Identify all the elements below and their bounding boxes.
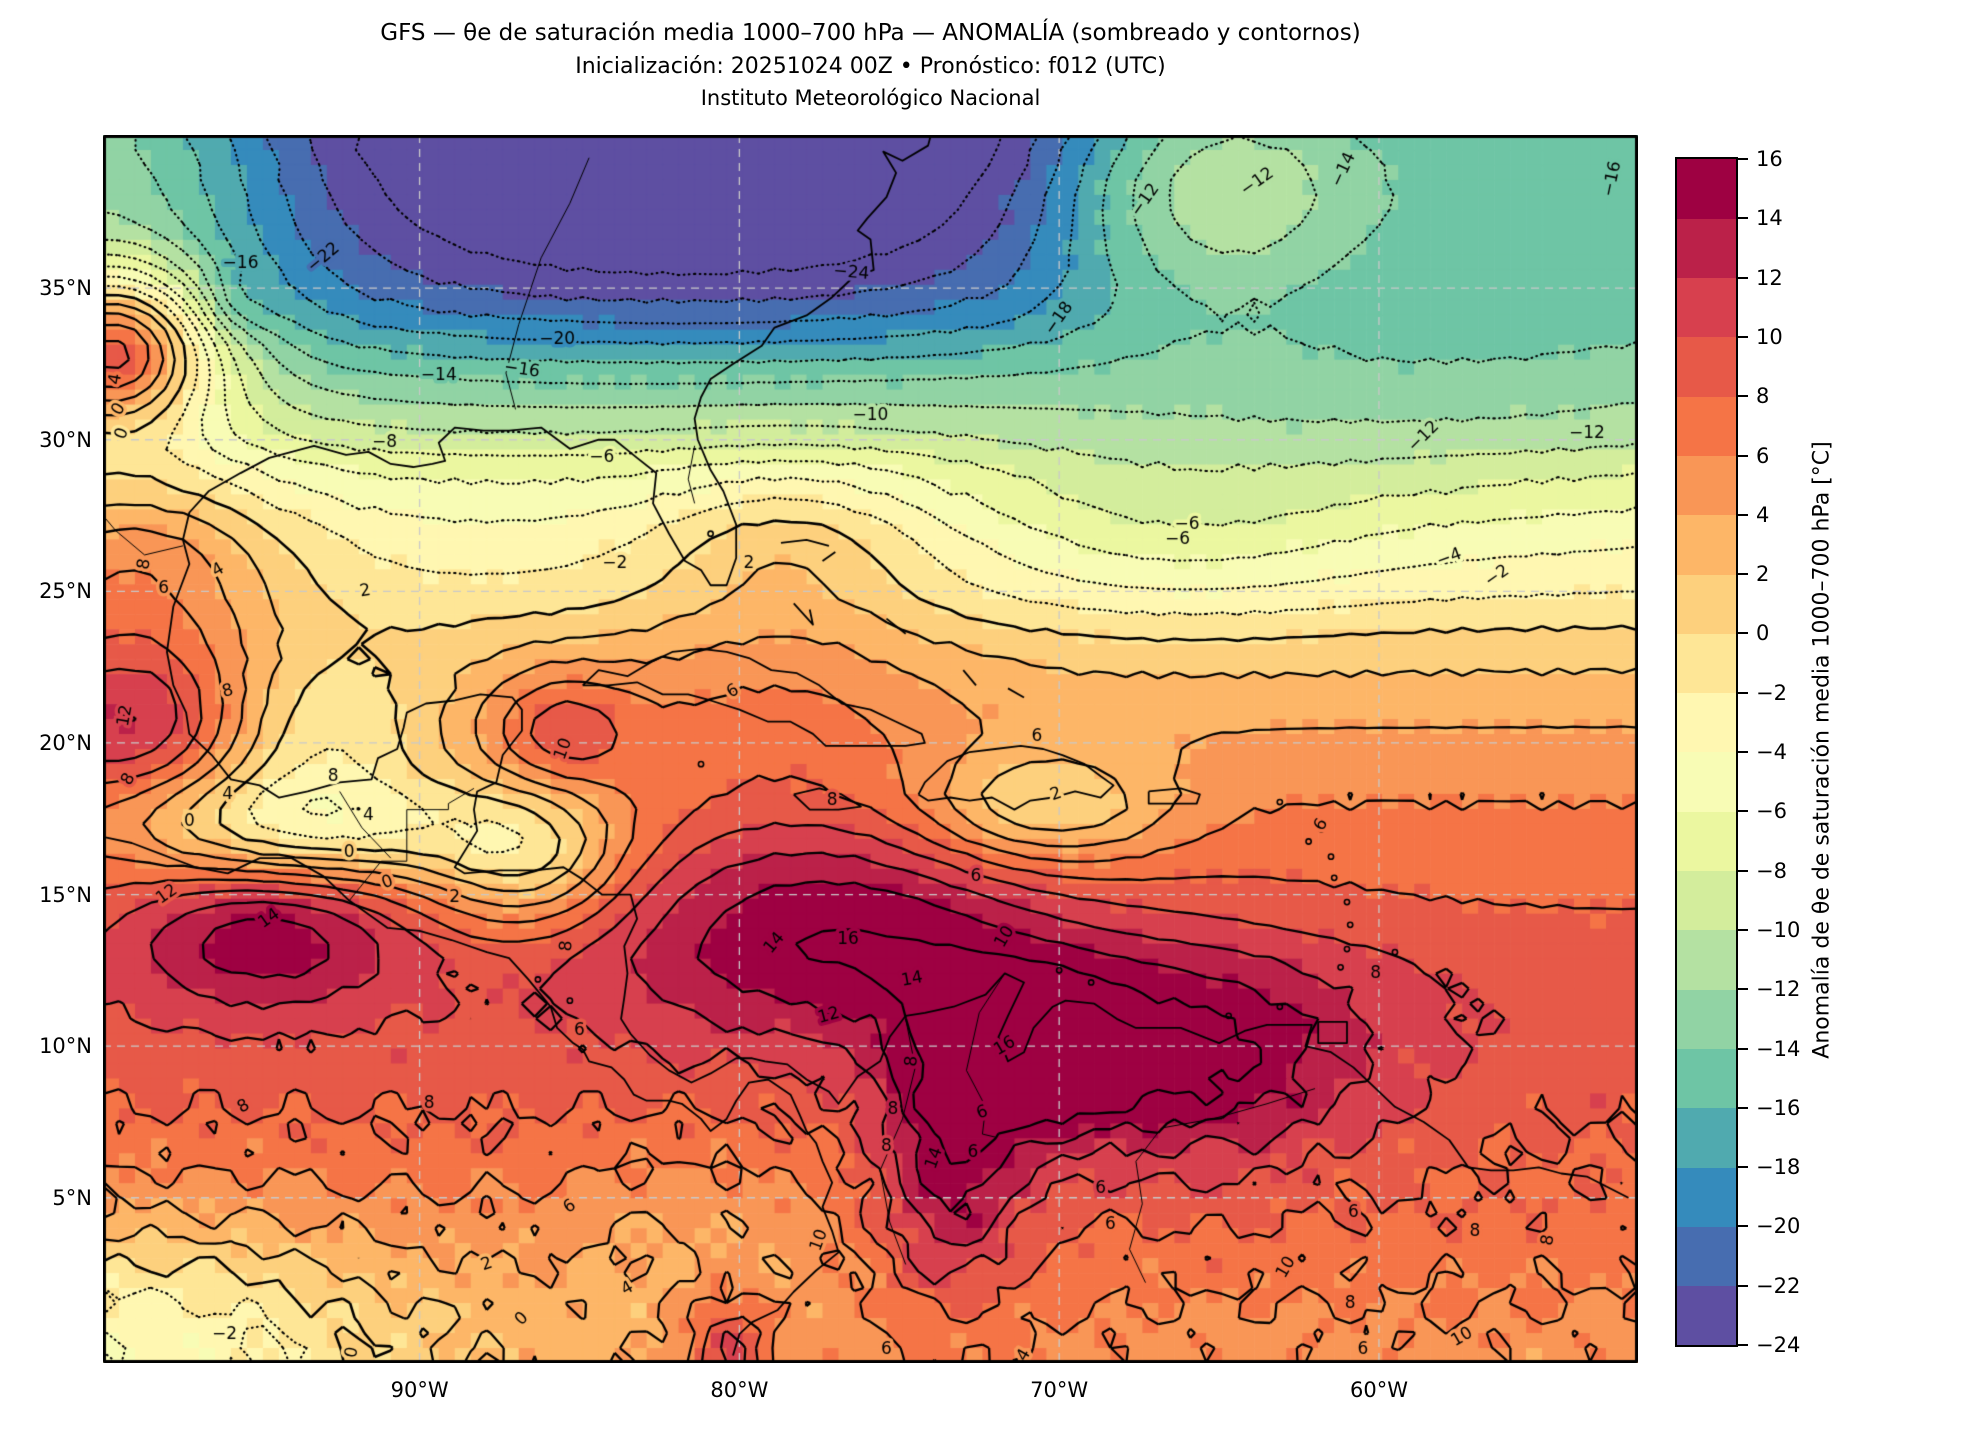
colorbar-tick-value: −10 [1756,917,1801,942]
colorbar-tick [1738,691,1748,694]
colorbar-tick-value: −18 [1756,1155,1801,1180]
colorbar-tick-value: −6 [1756,799,1787,824]
lon-tick-label: 90°W [390,1378,449,1402]
colorbar-segment [1677,336,1736,397]
colorbar-segment [1677,870,1736,931]
colorbar-tick-value: 14 [1756,206,1783,231]
colorbar-tick [1738,632,1748,635]
colorbar-tick [1738,869,1748,872]
colorbar-tick-value: −2 [1756,680,1787,705]
colorbar-tick [1738,158,1748,160]
colorbar-segment [1677,752,1736,812]
colorbar-segment [1677,1167,1736,1227]
colorbar-tick [1738,276,1748,279]
colorbar-segment [1677,455,1736,516]
lat-tick-label: 15°N [39,882,92,907]
colorbar-segment [1677,396,1736,456]
colorbar-tick [1738,513,1748,516]
colorbar-segment [1677,989,1736,1049]
colorbar-segment [1677,633,1736,694]
colorbar [1675,157,1738,1347]
lat-tick-label: 20°N [39,730,92,755]
colorbar-tick [1738,217,1748,220]
colorbar-tick [1738,1106,1748,1109]
colorbar-tick-value: −16 [1756,1095,1801,1120]
colorbar-tick-value: 4 [1756,502,1770,527]
colorbar-tick [1738,1166,1748,1169]
colorbar-tick-value: 6 [1756,443,1770,468]
lon-tick-label: 70°W [1030,1378,1089,1402]
colorbar-tick [1738,1225,1748,1228]
colorbar-tick-value: 2 [1756,562,1770,587]
colorbar-segment [1677,514,1736,575]
colorbar-tick [1738,454,1748,457]
colorbar-segment [1677,929,1736,990]
chart-subtitle: Inicialización: 20251024 00Z • Pronóstic… [575,54,1166,79]
colorbar-tick-value: −20 [1756,1214,1801,1239]
map-canvas [103,135,1638,1363]
colorbar-tick-value: −8 [1756,858,1787,883]
lat-tick-label: 5°N [52,1185,92,1210]
colorbar-label: Anomalía de θe de saturación media 1000–… [1809,441,1835,1059]
colorbar-tick-value: 12 [1756,265,1783,290]
colorbar-tick [1738,395,1748,398]
colorbar-segment [1677,574,1736,634]
lon-tick-label: 60°W [1349,1378,1408,1402]
lat-tick-label: 10°N [39,1034,92,1059]
colorbar-segment [1677,159,1736,219]
lat-tick-label: 25°N [39,579,92,604]
colorbar-tick [1738,1047,1748,1050]
colorbar-segment [1677,218,1736,279]
chart-institution: Instituto Meteorológico Nacional [700,86,1041,110]
colorbar-tick [1738,1284,1748,1287]
colorbar-tick-value: 0 [1756,621,1770,646]
colorbar-tick [1738,573,1748,576]
colorbar-tick-value: 8 [1756,384,1770,409]
colorbar-tick-value: 10 [1756,324,1783,349]
colorbar-segment [1677,1048,1736,1109]
colorbar-tick [1738,928,1748,931]
lon-tick-label: 80°W [710,1378,769,1402]
colorbar-tick-value: −24 [1756,1333,1801,1357]
colorbar-segment [1677,692,1736,753]
colorbar-segment [1677,811,1736,872]
colorbar-tick [1738,988,1748,991]
lat-tick-label: 30°N [39,427,92,452]
colorbar-tick-value: −4 [1756,740,1787,764]
colorbar-segment [1677,1107,1736,1168]
colorbar-tick-value: −22 [1756,1273,1801,1298]
lat-tick-label: 35°N [39,276,92,301]
colorbar-tick [1738,810,1748,813]
colorbar-tick-value: −14 [1756,1036,1801,1061]
colorbar-tick-value: 16 [1756,147,1783,171]
colorbar-segment [1677,1226,1736,1287]
colorbar-tick [1738,1344,1748,1346]
colorbar-tick [1738,335,1748,338]
colorbar-segment [1677,1285,1736,1346]
chart-title: GFS — θe de saturación media 1000–700 hP… [380,20,1361,46]
colorbar-segment [1677,277,1736,338]
colorbar-tick-value: −12 [1756,977,1801,1002]
colorbar-tick [1738,751,1748,753]
